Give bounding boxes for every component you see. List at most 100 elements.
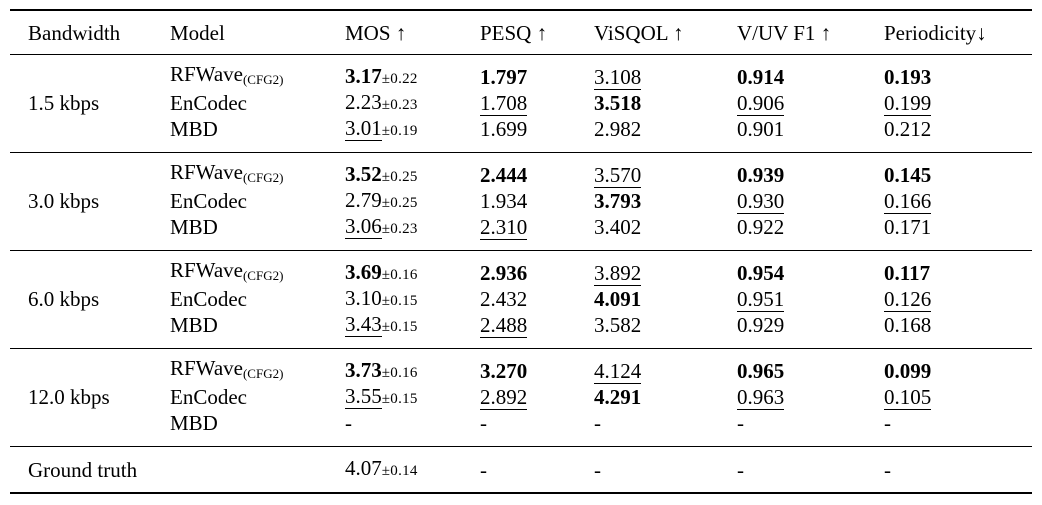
- vuv_f1-cell: 0.954: [737, 260, 884, 286]
- bandwidth-group-1.5-kbps: 1.5 kbps RFWave(CFG2) 3.17±0.22 1.797 3.108 0…: [10, 55, 1032, 153]
- metric-value: 0.906: [737, 91, 785, 116]
- metric-value: 3.17: [345, 63, 382, 88]
- periodicity-cell: 0.168: [884, 312, 1032, 338]
- periodicity-cell: 0.117: [884, 260, 1032, 286]
- model-text: RFWave: [170, 356, 243, 380]
- periodicity-cell: 0.099: [884, 358, 1032, 384]
- model-text: RFWave: [170, 62, 243, 86]
- bandwidth-group-3.0-kbps: 3.0 kbps RFWave(CFG2) 3.52±0.25 2.444 3.570 0…: [10, 153, 1032, 251]
- metric-value: -: [737, 457, 744, 482]
- visqol-cell: 3.892: [594, 260, 737, 286]
- column-header-mos: MOS ↑: [345, 20, 407, 45]
- metric-value: 0.099: [884, 359, 932, 383]
- vuv_f1-cell: 0.965: [737, 358, 884, 384]
- codec-results-table: Bandwidth Model MOS ↑ PESQ ↑ ViSQOL ↑ V/…: [10, 9, 1032, 494]
- column-header-periodicity: Periodicity↓: [884, 20, 987, 45]
- column-header-bandwidth: Bandwidth: [28, 20, 121, 45]
- bandwidth-label: 1.5 kbps: [28, 91, 100, 115]
- vuv_f1-cell: 0.951: [737, 286, 884, 312]
- vuv_f1-cell: 0.906: [737, 90, 884, 116]
- model-name: RFWave(CFG2): [170, 61, 345, 93]
- metric-value: 0.939: [737, 163, 785, 187]
- metric-value: 3.69: [345, 259, 382, 284]
- metric-value: 0.168: [884, 313, 932, 337]
- visqol-cell: 4.291: [594, 384, 737, 410]
- pesq-cell: 2.488: [480, 312, 594, 338]
- mos-cell: 3.55±0.15: [345, 383, 480, 412]
- pesq-cell: 2.310: [480, 214, 594, 240]
- ground-truth-mos-cell: 4.07±0.14: [345, 455, 480, 484]
- metric-value: 0.901: [737, 117, 785, 141]
- metric-value: 3.582: [594, 313, 642, 337]
- ground-truth-row: Ground truth 4.07±0.14- - - -: [10, 447, 1032, 492]
- metric-value: -: [345, 411, 352, 435]
- column-header-vuv-f1: V/UV F1 ↑: [737, 20, 832, 45]
- mos-cell: 3.43±0.15: [345, 311, 480, 340]
- metric-value: 3.01: [345, 115, 382, 141]
- model-name: MBD: [170, 214, 345, 240]
- metric-value: 3.06: [345, 213, 382, 239]
- pesq-cell: -: [480, 410, 594, 436]
- ground-truth-vuv_f1-cell: -: [737, 457, 884, 483]
- periodicity-cell: 0.145: [884, 162, 1032, 188]
- metric-value: 3.402: [594, 215, 642, 239]
- model-text: RFWave: [170, 160, 243, 184]
- model-name: MBD: [170, 410, 345, 436]
- metric-value: -: [594, 457, 601, 482]
- model-subscript: (CFG2): [242, 170, 284, 185]
- metric-value: -: [737, 411, 744, 435]
- metric-value: 0.193: [884, 65, 932, 89]
- mos-cell: 3.73±0.16: [345, 357, 480, 386]
- metric-value: 3.73: [345, 357, 382, 382]
- metric-value: 4.07: [345, 456, 382, 480]
- metric-value: -: [480, 411, 487, 435]
- metric-value: 0.212: [884, 117, 932, 141]
- mos-cell: 3.10±0.15: [345, 285, 480, 314]
- visqol-cell: 3.793: [594, 188, 737, 214]
- model-text: RFWave: [170, 258, 243, 282]
- metric-value: 2.79: [345, 187, 382, 212]
- visqol-cell: 3.582: [594, 312, 737, 338]
- metric-value: 0.954: [737, 261, 785, 285]
- metric-value: 0.965: [737, 359, 785, 383]
- std-dev: ±0.14: [381, 463, 418, 479]
- vuv_f1-cell: 0.922: [737, 214, 884, 240]
- metric-value: 1.708: [480, 91, 528, 116]
- periodicity-cell: 0.171: [884, 214, 1032, 240]
- pesq-cell: 2.892: [480, 384, 594, 410]
- model-name: RFWave(CFG2): [170, 355, 345, 387]
- visqol-cell: -: [594, 410, 737, 436]
- metric-value: 0.963: [737, 385, 785, 410]
- vuv_f1-cell: 0.939: [737, 162, 884, 188]
- metric-value: 0.930: [737, 189, 785, 214]
- std-dev: ±0.16: [381, 364, 418, 381]
- visqol-cell: 2.982: [594, 116, 737, 142]
- metric-value: 4.091: [594, 287, 642, 311]
- metric-value: 3.570: [594, 163, 642, 188]
- metric-value: 1.934: [480, 189, 528, 213]
- model-name: RFWave(CFG2): [170, 257, 345, 289]
- periodicity-cell: 0.126: [884, 286, 1032, 312]
- metric-value: 3.892: [594, 261, 642, 286]
- pesq-cell: 1.699: [480, 116, 594, 142]
- metric-value: 0.914: [737, 65, 785, 89]
- model-subscript: (CFG2): [242, 72, 284, 87]
- metric-value: 3.43: [345, 311, 382, 337]
- visqol-cell: 3.518: [594, 90, 737, 116]
- std-dev: ±0.25: [381, 168, 418, 185]
- pesq-cell: 2.936: [480, 260, 594, 286]
- metric-value: 0.166: [884, 189, 932, 214]
- mos-cell: -: [345, 410, 480, 436]
- metric-value: 3.10: [345, 285, 382, 310]
- visqol-cell: 4.091: [594, 286, 737, 312]
- mos-cell: 3.17±0.22: [345, 63, 480, 92]
- vuv_f1-cell: 0.914: [737, 64, 884, 90]
- model-name: MBD: [170, 116, 345, 142]
- model-name: EnCodec: [170, 188, 345, 214]
- metric-value: 0.199: [884, 91, 932, 116]
- ground-truth-pesq-cell: -: [480, 457, 594, 483]
- metric-value: 0.951: [737, 287, 785, 312]
- bandwidth-label: 12.0 kbps: [28, 385, 110, 409]
- bandwidth-group-12.0-kbps: 12.0 kbps RFWave(CFG2) 3.73±0.16 3.270 4.124…: [10, 349, 1032, 447]
- mos-cell: 3.06±0.23: [345, 213, 480, 242]
